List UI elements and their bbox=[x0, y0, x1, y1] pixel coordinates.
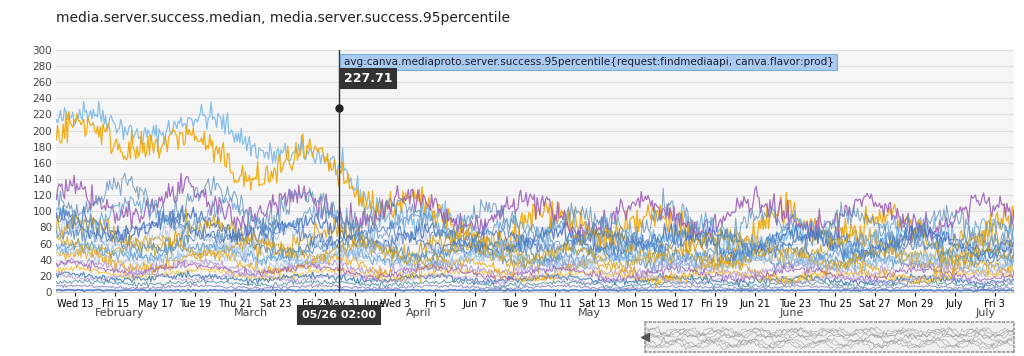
Text: March: March bbox=[233, 308, 267, 318]
Text: June: June bbox=[779, 308, 804, 318]
Text: media.server.success.median, media.server.success.95percentile: media.server.success.median, media.serve… bbox=[56, 11, 510, 25]
Text: 227.71: 227.71 bbox=[344, 72, 392, 85]
Text: February: February bbox=[94, 308, 144, 318]
Text: April: April bbox=[406, 308, 431, 318]
Text: avg:canva.mediaproto.server.success.95percentile{request:findmediaapi, canva.fla: avg:canva.mediaproto.server.success.95pe… bbox=[344, 57, 834, 67]
Text: May: May bbox=[579, 308, 601, 318]
Text: July: July bbox=[976, 308, 995, 318]
Text: 05/26 02:00: 05/26 02:00 bbox=[302, 309, 376, 320]
